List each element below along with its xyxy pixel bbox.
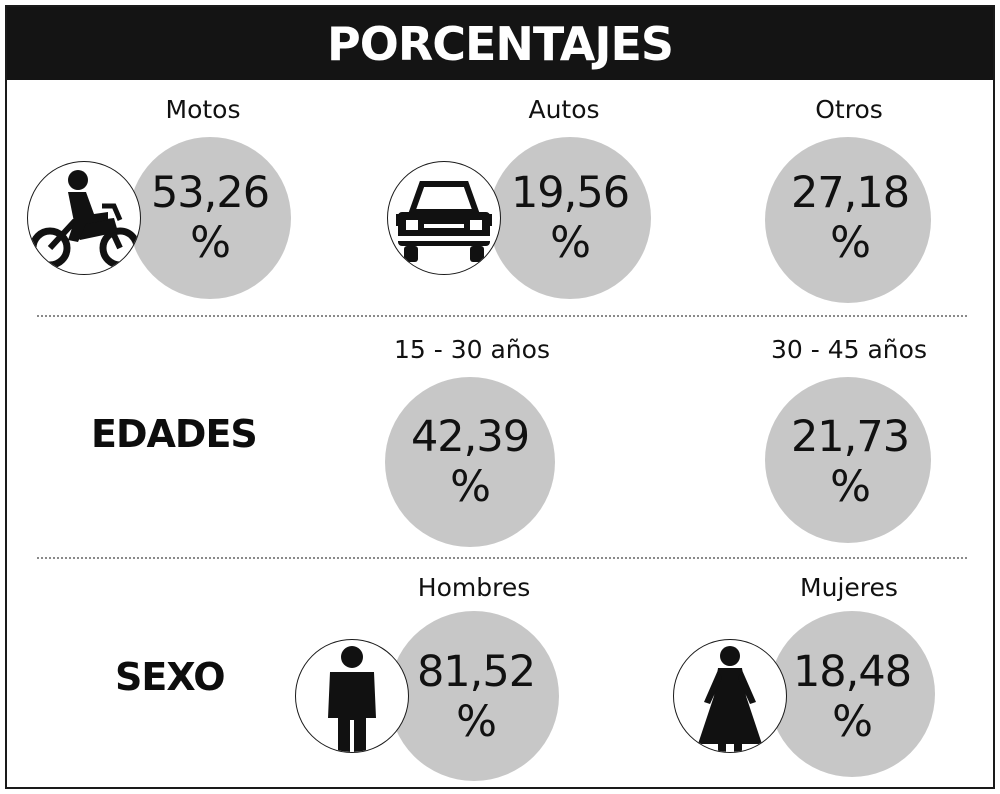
label-mujeres: Mujeres: [800, 573, 898, 602]
section-title-edades: EDADES: [91, 412, 257, 456]
divider-2: [37, 557, 967, 559]
motorcycle-rider-icon: [27, 161, 141, 275]
value-mujeres: 18,48%: [793, 647, 911, 747]
label-motos: Motos: [166, 95, 241, 124]
header-title: PORCENTAJES: [7, 7, 993, 80]
label-otros: Otros: [815, 95, 883, 124]
value-age-30-45: 21,73%: [791, 412, 909, 512]
value-hombres: 81,52%: [417, 647, 535, 747]
label-autos: Autos: [528, 95, 599, 124]
car-icon: [387, 161, 501, 275]
label-age-30-45: 30 - 45 años: [771, 335, 927, 364]
value-otros: 27,18%: [791, 168, 909, 268]
woman-icon: [673, 639, 787, 753]
value-autos: 19,56%: [511, 168, 629, 268]
label-hombres: Hombres: [418, 573, 530, 602]
divider-1: [37, 315, 967, 317]
value-motos: 53,26%: [151, 168, 269, 268]
infographic: PORCENTAJES Motos 53,26% Autos: [5, 5, 995, 789]
section-title-sexo: SEXO: [115, 655, 225, 699]
value-age-15-30: 42,39%: [411, 412, 529, 512]
man-icon: [295, 639, 409, 753]
label-age-15-30: 15 - 30 años: [394, 335, 550, 364]
